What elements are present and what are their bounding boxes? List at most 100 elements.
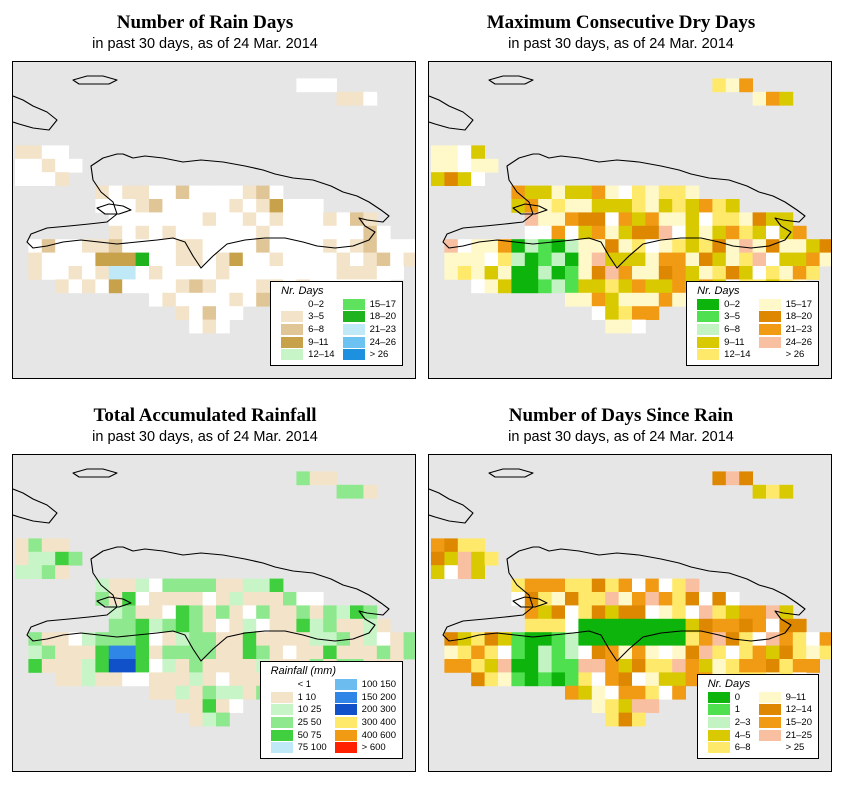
grid-cell [175, 292, 190, 307]
grid-cell [283, 632, 297, 646]
grid-cell [578, 592, 593, 606]
grid-cell [149, 252, 163, 267]
grid-cell [645, 592, 660, 606]
legend-column: 0–2 3–5 6–8 9–11 12–14 [697, 298, 751, 361]
grid-cell [175, 578, 190, 593]
grid-cell [645, 672, 660, 687]
grid-cell [605, 659, 619, 673]
grid-cell [336, 252, 351, 267]
panel-title: Maximum Consecutive Dry Days [486, 12, 756, 33]
grid-cell [216, 212, 230, 227]
legend-item: > 26 [342, 348, 396, 361]
grid-cell [632, 632, 646, 646]
grid-cell [296, 78, 311, 93]
grid-cell [68, 551, 83, 566]
grid-cell [122, 618, 136, 633]
map-canvas [13, 75, 415, 334]
grid-cell [752, 605, 767, 620]
map-canvas [429, 468, 831, 727]
grid-cell [175, 306, 190, 320]
grid-cell [511, 672, 526, 687]
grid-cell [175, 659, 190, 673]
grid-cell [444, 659, 459, 673]
grid-cell [632, 672, 646, 687]
grid-cell [350, 239, 364, 253]
legend-item: 12–14 [697, 348, 751, 361]
grid-cell [242, 618, 257, 633]
grid-cell [618, 279, 633, 294]
grid-cell [68, 659, 83, 673]
grid-cell [135, 239, 150, 253]
grid-cell [645, 266, 660, 280]
grid-cell [632, 605, 646, 620]
grid-cell [108, 592, 123, 606]
grid-cell [605, 592, 619, 606]
grid-cell [122, 279, 136, 294]
grid-cell [216, 712, 230, 727]
panel-title: Number of Days Since Rain [508, 405, 734, 426]
grid-cell [766, 252, 780, 267]
grid-cell [685, 225, 700, 240]
grid-cell [256, 632, 270, 646]
legend-item: 3–5 [697, 311, 750, 324]
grid-cell [658, 659, 673, 673]
grid-cell [283, 252, 297, 267]
grid-cell [591, 252, 606, 267]
grid-cell [658, 266, 673, 280]
legend-swatch [270, 717, 293, 729]
grid-cell [336, 225, 351, 240]
grid-cell [779, 645, 794, 660]
grid-cell [175, 225, 190, 240]
grid-cell [524, 592, 539, 606]
grid-cell [752, 225, 767, 240]
grid-cell [202, 239, 217, 253]
grid-cell [175, 685, 190, 700]
legend-swatch [342, 349, 365, 361]
grid-cell [538, 672, 552, 687]
grid-cell [752, 91, 767, 106]
grid-cell [565, 632, 579, 646]
grid-cell [175, 632, 190, 646]
grid-cells [15, 78, 415, 334]
grid-cell [605, 632, 619, 646]
legend-label: 6–8 [308, 324, 325, 336]
grid-cell [565, 199, 579, 213]
grid-cell [457, 145, 472, 160]
grid-cell [551, 266, 566, 280]
grid-cell [792, 252, 807, 267]
grid-cell [699, 659, 713, 673]
legend-swatch [334, 729, 357, 741]
grid-cell [699, 239, 713, 253]
grid-cell [269, 592, 284, 606]
legend-swatch [342, 336, 365, 348]
grid-cell [82, 672, 96, 687]
grid-cell [685, 605, 700, 620]
grid-cell [538, 659, 552, 673]
grid-cell [685, 592, 700, 606]
grid-cell [323, 632, 337, 646]
legend-swatch [281, 324, 304, 336]
grid-cell [725, 471, 740, 486]
grid-cell [457, 158, 472, 173]
legend-label: 0–2 [308, 298, 325, 310]
grid-cell [256, 592, 270, 606]
legend-title: Nr. Days [281, 285, 324, 298]
grid-cell [309, 592, 324, 606]
grid-cell [135, 212, 150, 227]
grid-cell [591, 292, 606, 307]
grid-cell [618, 185, 633, 200]
grid-cell [242, 605, 257, 620]
legend-label: 50 75 [297, 729, 322, 741]
grid-cell [296, 266, 311, 280]
grid-cell [605, 672, 619, 687]
panel-title: Number of Rain Days [116, 12, 294, 33]
grid-cell [471, 565, 485, 579]
grid-cell [618, 292, 633, 307]
grid-cell [149, 292, 163, 307]
map-canvas [429, 75, 831, 334]
grid-cell [457, 551, 472, 566]
legend-swatch [758, 717, 781, 729]
grid-cell [551, 659, 566, 673]
legend-column: 9–11 12–14 15–20 21–25 > 25 [758, 691, 812, 754]
legend-swatch [758, 298, 781, 310]
